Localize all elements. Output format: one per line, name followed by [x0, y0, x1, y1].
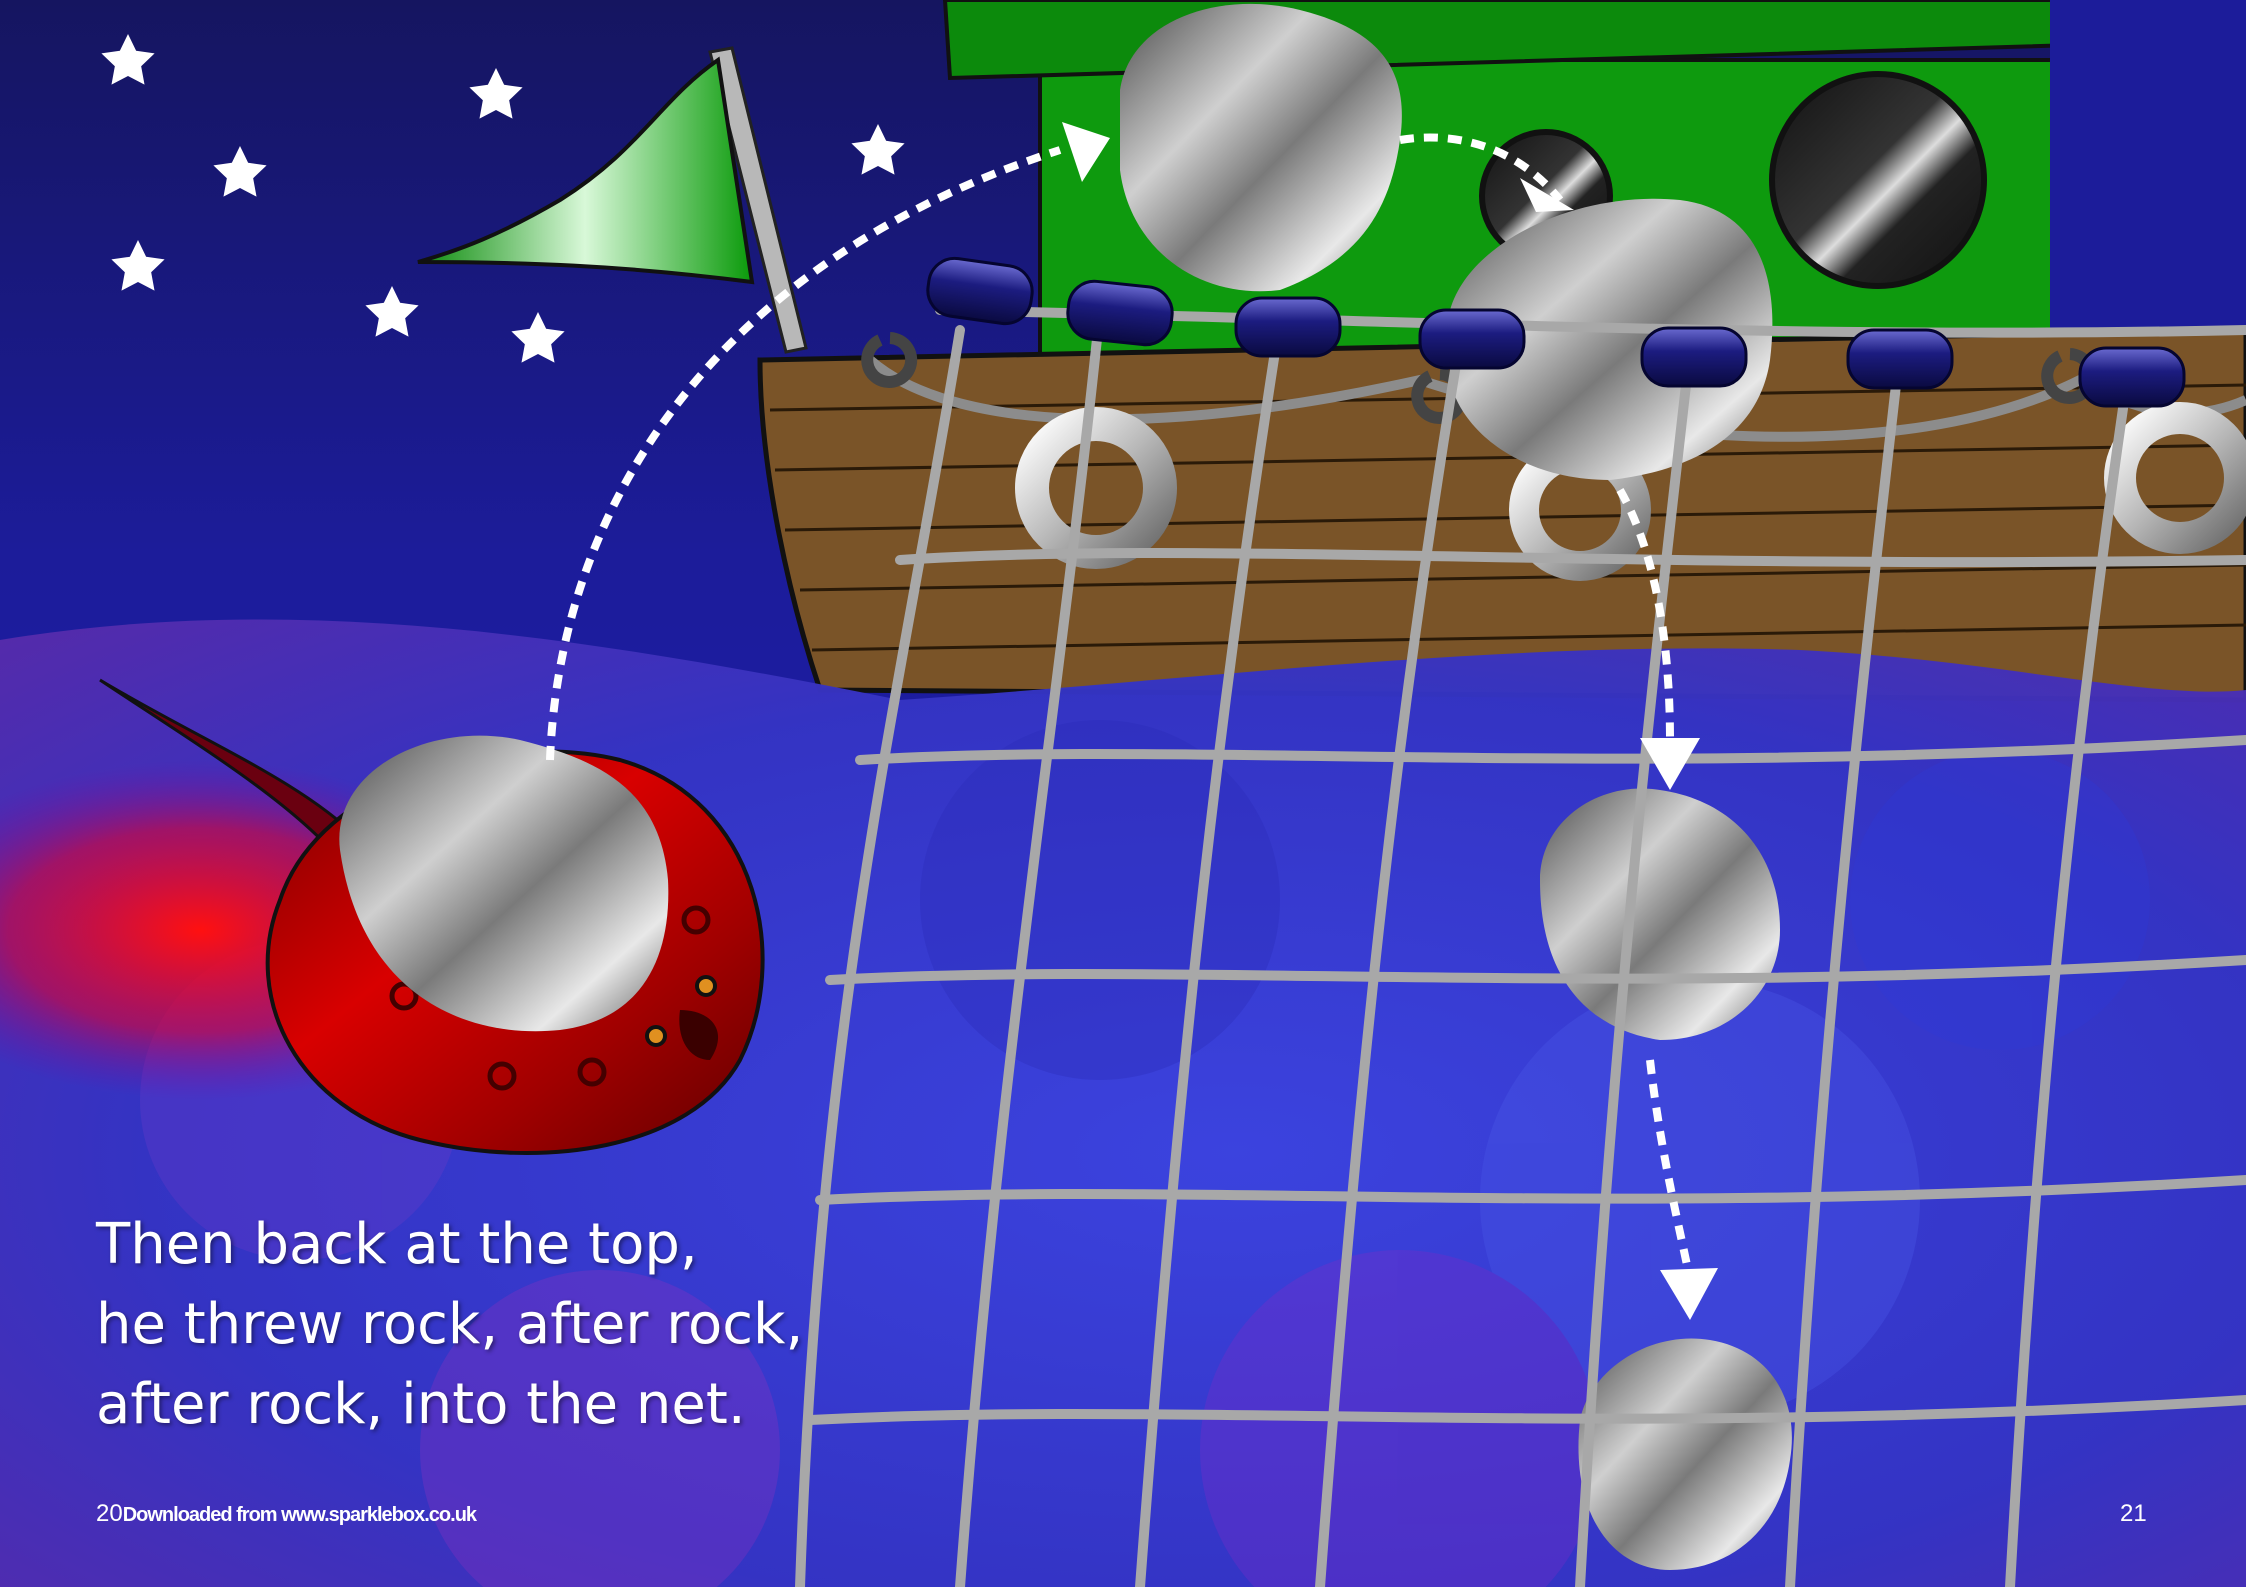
net-floats [926, 256, 2186, 408]
life-ring-icon [2104, 402, 2246, 554]
left-page-number: 20 [96, 1500, 123, 1527]
footer-left: 20Downloaded from www.sparklebox.co.uk [96, 1500, 477, 1528]
rock-icon [339, 735, 669, 1032]
porthole-icon [1769, 71, 1987, 289]
credit-text: Downloaded from www.sparklebox.co.uk [122, 1504, 477, 1526]
right-page-number: 21 [2120, 1500, 2147, 1527]
star-icon [365, 286, 419, 337]
story-line: Then back at the top, [96, 1212, 698, 1277]
arrow-icon [546, 146, 1062, 761]
arrow-heads [1062, 122, 1718, 1320]
star-icon [213, 146, 267, 197]
buoy-icon [1234, 296, 1342, 358]
buoy-icon [1846, 328, 1954, 390]
star-icon [101, 34, 155, 85]
hook [861, 332, 918, 388]
buoy-icon [1418, 308, 1526, 370]
flag-icon [417, 46, 808, 354]
star-icon [111, 240, 165, 291]
star-icon [851, 124, 905, 175]
story-line: he threw rock, after rock, [96, 1292, 804, 1357]
story-text: Then back at the top, he threw rock, aft… [96, 1205, 856, 1445]
buoy-icon [926, 256, 1034, 326]
buoy-icon [2078, 346, 2186, 408]
motion-arrows [546, 133, 1692, 1271]
arrow-icon [1646, 1059, 1692, 1271]
star-icon [511, 312, 565, 363]
rock-icon [1578, 1338, 1792, 1570]
story-line: after rock, into the net. [96, 1372, 746, 1437]
arrow-icon [1399, 133, 1564, 203]
rock-icon [1120, 3, 1402, 292]
star-icon [469, 68, 523, 119]
buoy-icon [1066, 279, 1174, 347]
rock-icon [1450, 198, 1773, 480]
arrow-icon [1616, 488, 1674, 741]
buoy-icon [1640, 326, 1748, 388]
